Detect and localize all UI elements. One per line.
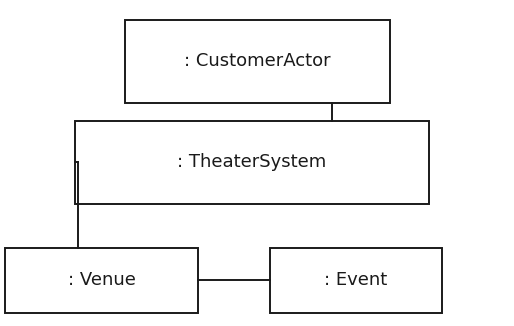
FancyBboxPatch shape (125, 20, 390, 103)
FancyBboxPatch shape (270, 248, 442, 313)
Text: : TheaterSystem: : TheaterSystem (177, 153, 326, 171)
Text: : CustomerActor: : CustomerActor (184, 52, 331, 70)
FancyBboxPatch shape (5, 248, 198, 313)
FancyBboxPatch shape (75, 121, 429, 204)
Text: : Venue: : Venue (67, 271, 136, 289)
Text: : Event: : Event (324, 271, 388, 289)
